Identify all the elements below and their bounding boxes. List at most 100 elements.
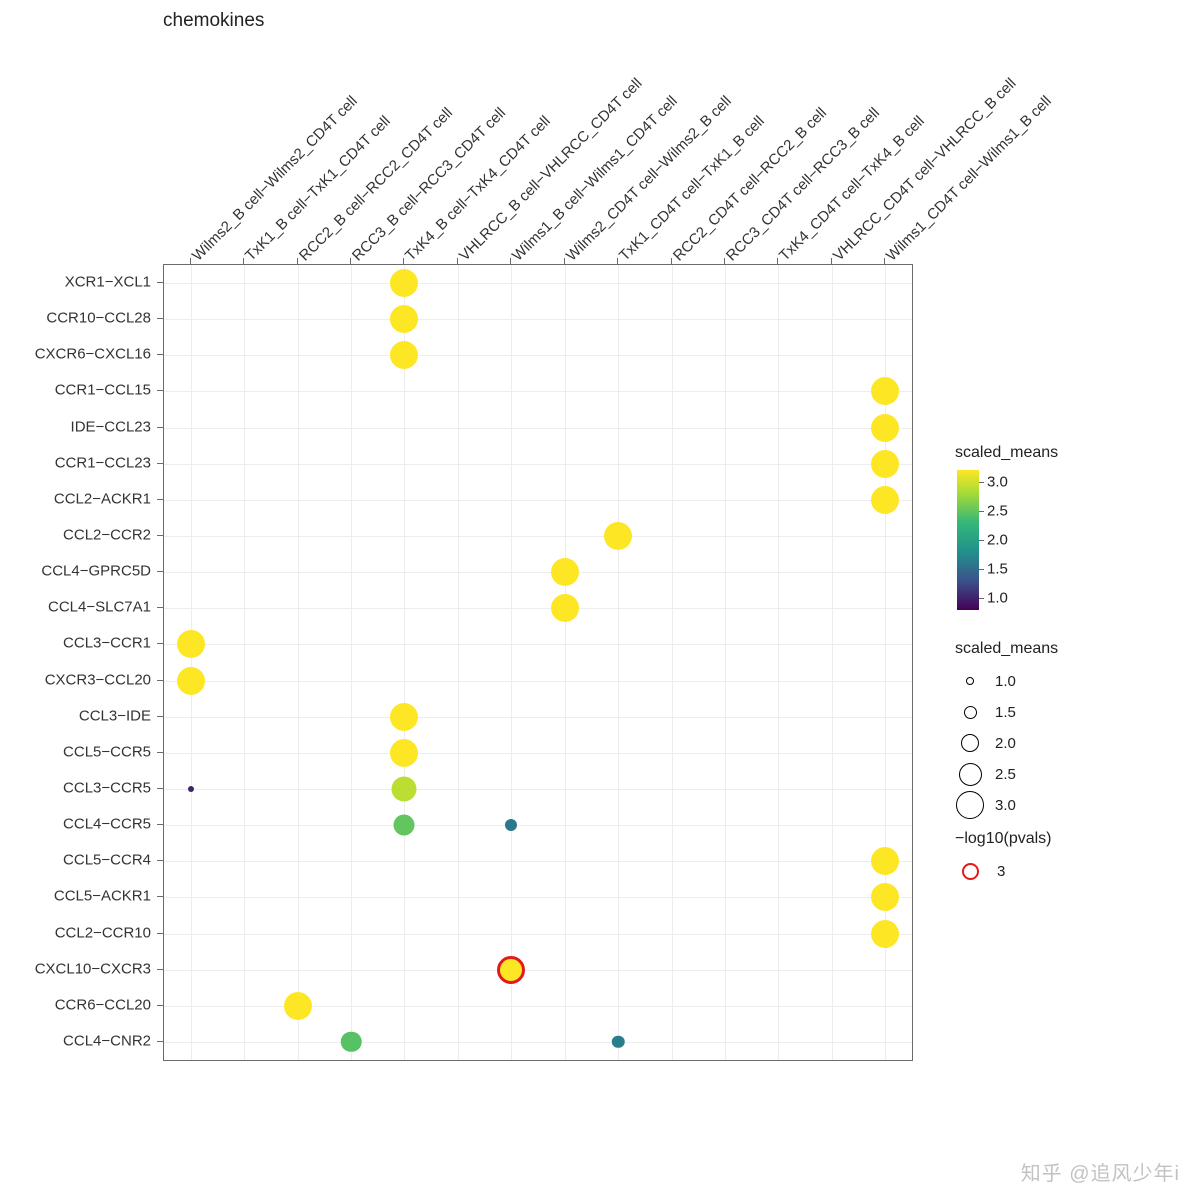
- dot: [177, 630, 205, 658]
- legend-pval-row: 3: [955, 856, 1052, 886]
- legend-colorbar: 3.02.52.01.51.0: [957, 470, 979, 610]
- y-axis-label: CCL4−GPRC5D: [41, 563, 151, 580]
- y-axis-label: CCL3−CCR5: [63, 779, 151, 796]
- y-axis-label: CXCR6−CXCL16: [35, 346, 151, 363]
- legend-size-row: 2.5: [955, 759, 1058, 789]
- legend-color-tickmark: [979, 598, 984, 599]
- legend-size-swatch: [955, 791, 985, 819]
- dot: [604, 522, 632, 550]
- ytick: [157, 716, 163, 717]
- ytick: [157, 643, 163, 644]
- legend-size-swatch: [955, 763, 985, 786]
- ytick: [157, 535, 163, 536]
- legend-color-tickmark: [979, 540, 984, 541]
- watermark: 知乎 @追风少年i: [1021, 1157, 1180, 1186]
- legend-size-row: 1.5: [955, 697, 1058, 727]
- y-axis-label: CCL4−CCR5: [63, 816, 151, 833]
- legend-size-swatch: [955, 677, 985, 685]
- dot: [390, 305, 418, 333]
- xtick: [403, 258, 404, 264]
- xtick: [617, 258, 618, 264]
- dot: [497, 956, 525, 984]
- y-axis-label: CXCL10−CXCR3: [35, 960, 151, 977]
- y-axis-label: CCL2−ACKR1: [54, 490, 151, 507]
- y-axis-label: CCL3−CCR1: [63, 635, 151, 652]
- legend-size: scaled_means 1.01.52.02.53.0: [955, 640, 1058, 821]
- xtick: [564, 258, 565, 264]
- xtick: [831, 258, 832, 264]
- ytick: [157, 969, 163, 970]
- ytick: [157, 282, 163, 283]
- xtick: [457, 258, 458, 264]
- dot: [871, 414, 899, 442]
- ytick: [157, 571, 163, 572]
- ytick: [157, 1041, 163, 1042]
- y-axis-label: CXCR3−CCL20: [45, 671, 151, 688]
- dot: [871, 377, 899, 405]
- dot: [390, 703, 418, 731]
- legend-size-label: 1.0: [995, 673, 1016, 690]
- legend-pval: −log10(pvals) 3: [955, 830, 1052, 886]
- dotplot: [163, 264, 913, 1061]
- ytick: [157, 463, 163, 464]
- dot: [871, 450, 899, 478]
- plot-title: chemokines: [163, 10, 264, 32]
- ytick: [157, 1005, 163, 1006]
- legend-color-tick: 1.0: [987, 590, 1008, 607]
- dot: [871, 883, 899, 911]
- y-axis-label: CCL4−SLC7A1: [48, 599, 151, 616]
- dot: [341, 1032, 362, 1053]
- y-axis-label: CCR1−CCL15: [55, 382, 151, 399]
- xtick: [510, 258, 511, 264]
- y-axis-label: IDE−CCL23: [71, 418, 151, 435]
- legend-size-label: 2.5: [995, 766, 1016, 783]
- dot: [612, 1036, 625, 1049]
- dot: [390, 269, 418, 297]
- legend-pval-title: −log10(pvals): [955, 830, 1052, 848]
- legend-size-row: 1.0: [955, 666, 1058, 696]
- legend-size-row: 2.0: [955, 728, 1058, 758]
- legend-color-tick: 3.0: [987, 473, 1008, 490]
- ytick: [157, 933, 163, 934]
- ytick: [157, 318, 163, 319]
- legend-size-swatch: [955, 734, 985, 752]
- xtick: [777, 258, 778, 264]
- y-axis-label: XCR1−XCL1: [65, 274, 151, 291]
- ytick: [157, 896, 163, 897]
- dot: [871, 847, 899, 875]
- ytick: [157, 390, 163, 391]
- legend-size-rows: 1.0 1.5 2.0 2.5 3.0: [955, 666, 1058, 820]
- dot: [505, 819, 517, 831]
- dots-layer: [164, 265, 912, 1060]
- xtick: [297, 258, 298, 264]
- dot: [871, 486, 899, 514]
- legend-size-row: 3.0: [955, 790, 1058, 820]
- y-axis-label: CCR10−CCL28: [46, 310, 151, 327]
- dot: [551, 594, 579, 622]
- dot: [188, 786, 194, 792]
- legend-size-swatch: [955, 706, 985, 719]
- y-axis-label: CCL4−CNR2: [63, 1032, 151, 1049]
- dot: [390, 739, 418, 767]
- legend-pval-label: 3: [997, 863, 1005, 880]
- legend-color-tick: 1.5: [987, 561, 1008, 578]
- legend-color-tickmark: [979, 482, 984, 483]
- legend-pval-rows: 3: [955, 856, 1052, 886]
- ytick: [157, 354, 163, 355]
- dot: [284, 992, 312, 1020]
- xtick: [884, 258, 885, 264]
- xtick: [724, 258, 725, 264]
- y-axis-label: CCL2−CCR2: [63, 527, 151, 544]
- legend-color-tick: 2.0: [987, 532, 1008, 549]
- legend-size-label: 2.0: [995, 735, 1016, 752]
- y-axis-label: CCL5−ACKR1: [54, 888, 151, 905]
- y-axis-label: CCR1−CCL23: [55, 454, 151, 471]
- plot-title-text: chemokines: [163, 10, 264, 31]
- ytick: [157, 680, 163, 681]
- ytick: [157, 824, 163, 825]
- xtick: [243, 258, 244, 264]
- ytick: [157, 752, 163, 753]
- y-axis-label: CCL3−IDE: [79, 707, 151, 724]
- dot: [392, 776, 417, 801]
- legend-color-title: scaled_means: [955, 444, 1058, 462]
